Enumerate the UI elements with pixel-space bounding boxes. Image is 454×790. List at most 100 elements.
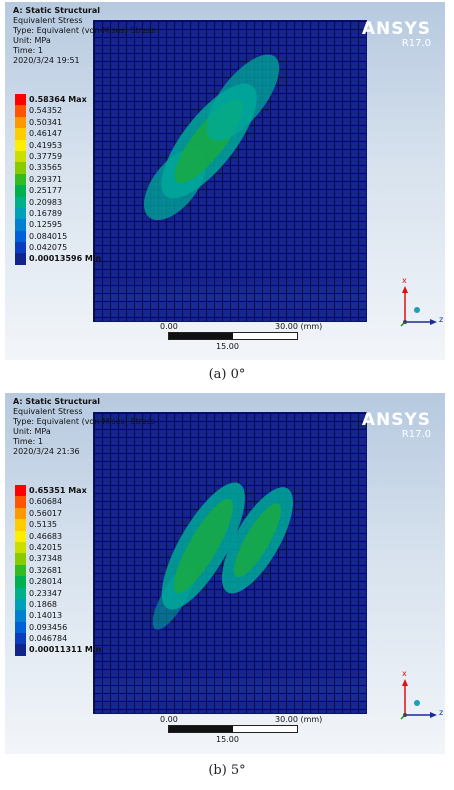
legend-swatch (15, 541, 26, 554)
legend-value: 0.54352 (29, 106, 63, 116)
scale-start-label: 0.00 (160, 715, 178, 724)
legend-swatch (15, 150, 26, 163)
stress-band-core (234, 503, 281, 578)
legend-swatch (15, 219, 26, 231)
axis-x-label: x (402, 276, 407, 285)
result-name: Equivalent Stress (13, 407, 83, 416)
legend-swatch (15, 128, 26, 140)
scale-ruler (168, 725, 298, 733)
legend-value: 0.12595 (29, 220, 63, 230)
stress-contour (144, 54, 280, 221)
legend-min-value: 0.00013596 Min (29, 254, 102, 264)
brand-name: ANSYS (361, 19, 431, 39)
legend-swatch (15, 633, 26, 645)
legend-swatch (15, 116, 26, 129)
stress-band (206, 54, 280, 141)
legend-swatch (15, 242, 26, 254)
legend-value: 0.5135 (29, 520, 57, 530)
result-date: 2020/3/24 19:51 (13, 56, 80, 65)
scale-end-label: 30.00 (mm) (275, 322, 323, 331)
axis-x-label: x (402, 669, 407, 678)
legend-swatch (15, 644, 26, 656)
result-type: Type: Equivalent (von-Mises) Stress (13, 26, 155, 35)
legend-max-value: 0.65351 Max (29, 486, 87, 495)
scale-start-label: 0.00 (160, 322, 178, 331)
legend-value: 0.41953 (29, 140, 63, 150)
scale-bar: 0.00 30.00 (mm) 15.00 (160, 715, 370, 754)
result-info: A: Static Structural Equivalent Stress T… (13, 397, 155, 457)
legend-value: 0.28014 (29, 577, 63, 587)
result-unit: Unit: MPa (13, 427, 51, 436)
legend-swatch (15, 519, 26, 531)
legend-swatch (15, 94, 26, 106)
legend-value: 0.14013 (29, 611, 63, 621)
ansys-logo: ANSYS R17.0 (362, 411, 431, 441)
result-type: Type: Equivalent (von-Mises) Stress (13, 417, 155, 426)
scale-mid-label: 15.00 (216, 342, 239, 351)
legend-value: 0.25177 (29, 186, 63, 196)
legend-value: 0.1868 (29, 599, 57, 609)
legend-value: 0.33565 (29, 163, 63, 173)
legend-swatch (15, 507, 26, 520)
legend-swatch (15, 139, 26, 151)
legend-value: 0.46683 (29, 531, 63, 541)
legend-value: 0.093456 (29, 622, 68, 632)
result-info: A: Static Structural Equivalent Stress T… (13, 6, 155, 66)
legend-value: 0.084015 (29, 231, 68, 241)
result-time: Time: 1 (13, 437, 43, 446)
legend-value: 0.37759 (29, 151, 63, 161)
scale-end-label: 30.00 (mm) (275, 715, 323, 724)
legend-swatch (15, 610, 26, 622)
brand-version: R17.0 (401, 38, 431, 49)
legend-swatch (15, 587, 26, 599)
legend-swatch (15, 162, 26, 174)
legend-value: 0.20983 (29, 197, 63, 207)
result-panel-5deg: A: Static Structural Equivalent Stress T… (5, 393, 445, 754)
scale-mid-label: 15.00 (216, 735, 239, 744)
legend-swatch (15, 230, 26, 243)
legend-swatch (15, 598, 26, 611)
legend-value: 0.42015 (29, 542, 63, 552)
legend-swatch (15, 496, 26, 508)
analysis-title: A: Static Structural (13, 6, 100, 15)
scale-bar: 0.00 30.00 (mm) 15.00 (160, 322, 370, 360)
legend-min-value: 0.00011311 Min (29, 645, 102, 655)
legend-value: 0.23347 (29, 588, 63, 598)
legend-value: 0.042075 (29, 243, 68, 253)
legend-value: 0.50341 (29, 117, 63, 127)
scale-ruler-segment (169, 726, 233, 732)
result-panel-0deg: A: Static Structural Equivalent Stress T… (5, 2, 445, 360)
result-date: 2020/3/24 21:36 (13, 447, 80, 456)
legend-swatch (15, 564, 26, 577)
legend-swatch (15, 207, 26, 220)
mesh-plot (93, 20, 367, 322)
result-unit: Unit: MPa (13, 36, 51, 45)
legend-swatch (15, 530, 26, 542)
legend-value: 0.29371 (29, 174, 63, 184)
scale-ruler (168, 332, 298, 340)
brand-version: R17.0 (401, 429, 431, 440)
legend-swatch (15, 253, 26, 265)
triad-arrows-icon (400, 286, 437, 327)
axis-z-label: z (439, 315, 444, 324)
scale-ruler-segment (169, 333, 233, 339)
stress-contour (152, 482, 293, 630)
legend-swatch (15, 185, 26, 197)
axis-z-label: z (439, 708, 444, 717)
legend-value: 0.46147 (29, 129, 63, 139)
legend-value: 0.046784 (29, 634, 68, 644)
axis-triad: x z (393, 276, 445, 330)
legend-swatch (15, 485, 26, 497)
caption-b: (b) 5° (208, 763, 246, 778)
analysis-title: A: Static Structural (13, 397, 100, 406)
brand-name: ANSYS (361, 410, 431, 430)
legend-max-value: 0.58364 Max (29, 95, 87, 104)
legend-swatch (15, 621, 26, 634)
result-time: Time: 1 (13, 46, 43, 55)
legend-swatch (15, 553, 26, 565)
legend-value: 0.16789 (29, 208, 63, 218)
legend-value: 0.37348 (29, 554, 63, 564)
mesh-plot (93, 412, 367, 714)
legend-swatch (15, 576, 26, 588)
legend-swatch (15, 196, 26, 208)
